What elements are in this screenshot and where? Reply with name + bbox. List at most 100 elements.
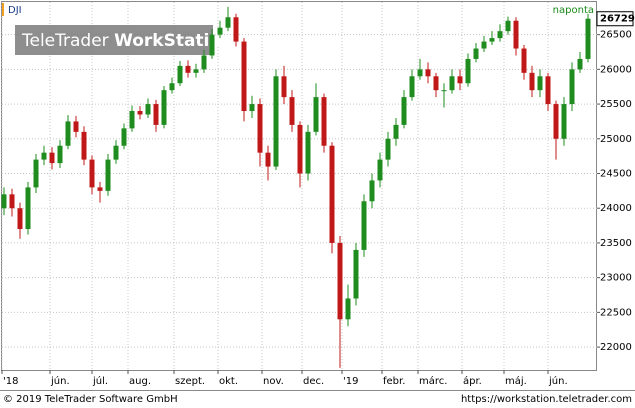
candle-body (217, 27, 223, 35)
candle-body (561, 104, 567, 139)
candle-body (41, 152, 47, 160)
symbol-marker (2, 3, 4, 16)
x-tick-label: márc. (419, 375, 447, 387)
y-tick-label: 25500 (600, 99, 632, 110)
y-tick-label: 22500 (600, 307, 632, 318)
candle-body (121, 128, 127, 146)
candle-body (449, 76, 455, 91)
candle-body (465, 58, 471, 84)
chart-title: DJI (8, 5, 22, 16)
candle-body (9, 194, 15, 209)
plot-frame (1, 1, 597, 371)
y-tick-label: 26500 (600, 30, 632, 41)
candle-body (177, 65, 183, 84)
candle-body (297, 124, 303, 174)
candle-body (265, 152, 271, 167)
candle-body (361, 201, 367, 250)
candle-body (409, 76, 415, 98)
candle-body (65, 121, 71, 146)
candle-body (105, 159, 111, 191)
candle-body (161, 90, 167, 125)
candle-body (521, 48, 527, 73)
x-tick-label: jún. (548, 375, 568, 387)
candle-body (577, 58, 583, 70)
candle-body (345, 298, 351, 320)
candle-body (17, 208, 23, 230)
x-tick-label: jún. (50, 375, 70, 387)
x-tick-label: okt. (219, 376, 238, 387)
y-tick-label: 22000 (600, 342, 632, 353)
y-tick-label: 25000 (600, 134, 632, 145)
candle-body (113, 145, 119, 160)
candle-body (425, 69, 431, 77)
x-tick-label: máj. (505, 375, 527, 387)
candle-body (201, 55, 207, 70)
x-tick-label: nov. (263, 376, 284, 387)
candle-body (569, 69, 575, 105)
candle-body (393, 124, 399, 139)
candle-body (25, 187, 31, 230)
candle-body (497, 31, 503, 39)
watermark: TeleTrader WorkStation (21, 31, 233, 51)
candle-body (513, 20, 519, 49)
footer-right: https://workstation.teletrader.com (461, 394, 632, 405)
x-tick-label: ápr. (463, 375, 482, 387)
x-tick-label: szept. (175, 376, 205, 387)
watermark-part: TeleTrader (21, 31, 109, 51)
candle-body (337, 242, 343, 320)
candle-body (305, 131, 311, 174)
candle-body (505, 20, 511, 32)
candle-body (441, 90, 447, 92)
candle-body (417, 69, 423, 77)
chart-subtitle: naponta (553, 5, 594, 16)
candle-body (481, 41, 487, 49)
candle-body (377, 159, 383, 181)
candle-body (81, 131, 87, 160)
candle-body (73, 121, 79, 132)
candle-body (457, 76, 463, 84)
candle-body (1, 194, 7, 209)
candle-body (313, 97, 319, 132)
watermark-box (15, 25, 213, 55)
candle-body (585, 18, 591, 59)
y-tick-label: 24000 (600, 203, 632, 214)
candle-body (249, 104, 255, 112)
x-tick-label: '19 (343, 376, 358, 387)
x-tick-label: júl. (92, 375, 108, 387)
candle-body (545, 76, 551, 105)
candle-body (145, 104, 151, 115)
candle-body (169, 83, 175, 91)
candle-body (257, 104, 263, 153)
candle-body (137, 111, 143, 115)
candle-body (225, 17, 231, 28)
candle-body (321, 97, 327, 146)
y-tick-label: 23000 (600, 273, 632, 284)
x-tick-label: dec. (303, 376, 324, 387)
y-tick-label: 26000 (600, 64, 632, 75)
watermark-part: WorkStation (114, 31, 233, 51)
candle-body (353, 249, 359, 299)
candle-body (273, 76, 279, 167)
candle-body (97, 187, 103, 191)
candle-body (489, 38, 495, 42)
candle-body (529, 72, 535, 91)
candle-body (289, 97, 295, 125)
x-tick-label: '18 (3, 376, 18, 387)
x-tick-label: aug. (129, 376, 151, 387)
candle-body (385, 138, 391, 160)
candle-body (233, 17, 239, 42)
y-tick-label: 24500 (600, 169, 632, 180)
footer-left: © 2019 TeleTrader Software GmbH (3, 394, 178, 405)
x-tick-label: febr. (383, 376, 405, 387)
candle-body (537, 76, 543, 91)
candle-body (329, 145, 335, 243)
candle-body (473, 48, 479, 59)
candle-body (57, 145, 63, 164)
candle-body (89, 159, 95, 188)
candle-body (193, 69, 199, 73)
candle-body (185, 65, 191, 73)
candle-body (433, 76, 439, 91)
candle-body (129, 111, 135, 129)
candle-body (553, 104, 559, 139)
